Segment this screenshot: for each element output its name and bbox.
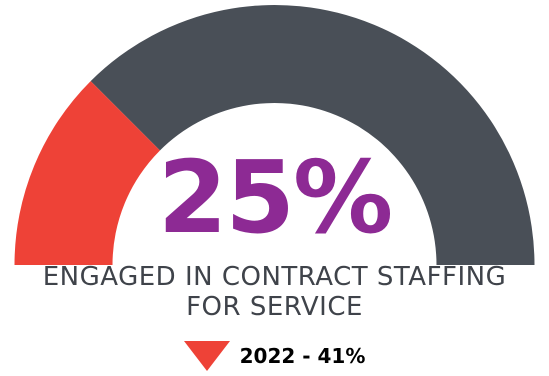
down-triangle-icon xyxy=(183,341,230,371)
comparison-row: 2022 - 41% xyxy=(0,340,549,372)
gauge-remaining-arc xyxy=(90,4,535,265)
gauge-filled-arc xyxy=(14,81,160,265)
gauge-caption: ENGAGED IN CONTRACT STAFFING FOR SERVICE xyxy=(0,262,549,322)
caption-line-2: FOR SERVICE xyxy=(186,292,363,322)
comparison-label: 2022 - 41% xyxy=(239,344,366,368)
caption-line-1: ENGAGED IN CONTRACT STAFFING xyxy=(42,262,507,292)
gauge-value-label: 25% xyxy=(157,139,393,256)
